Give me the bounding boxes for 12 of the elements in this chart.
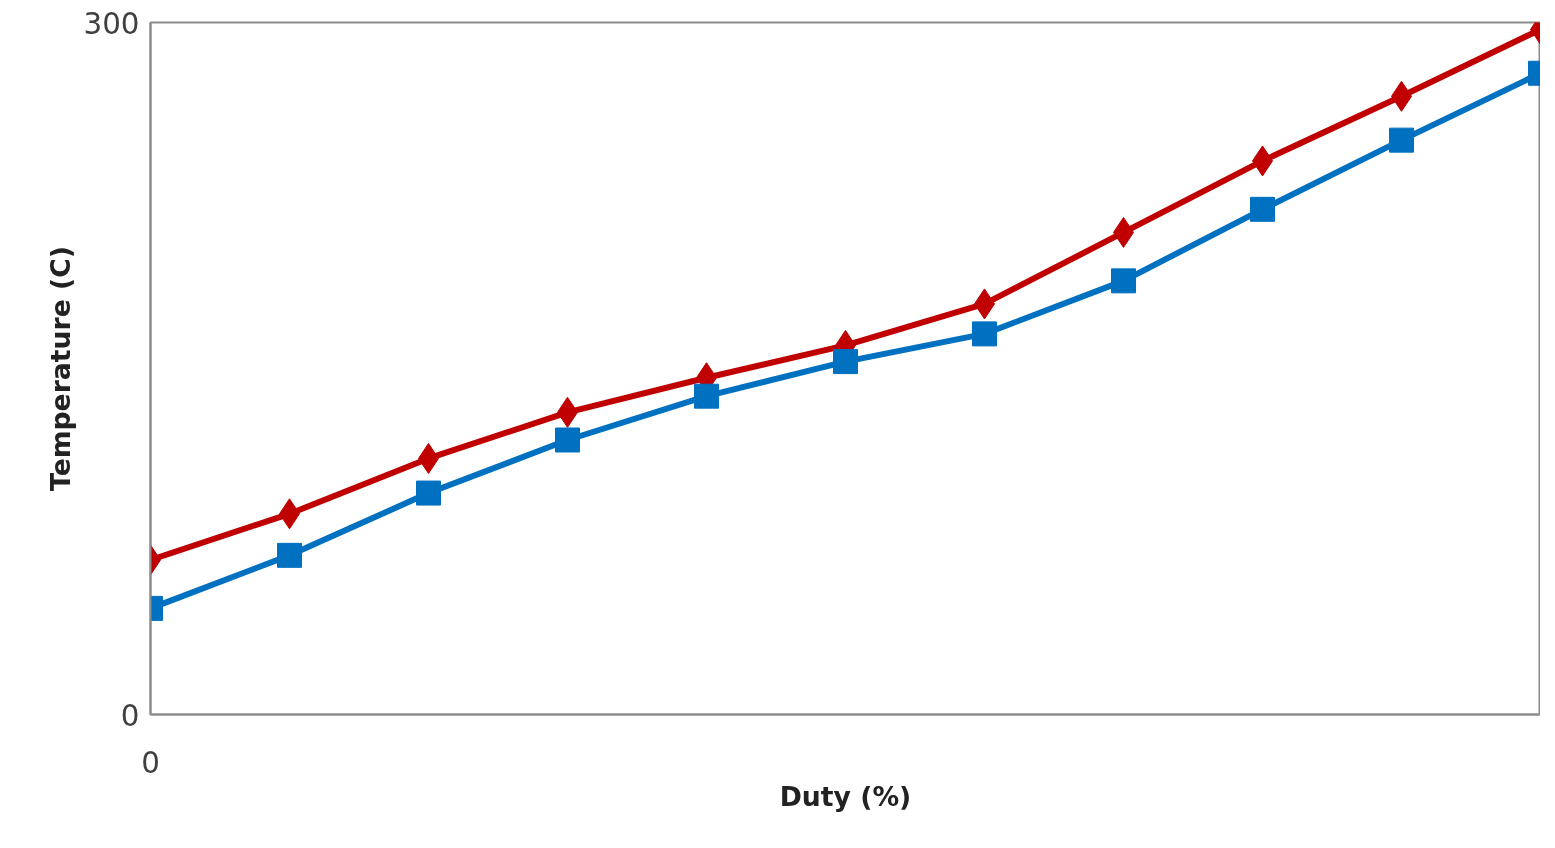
point xyxy=(555,427,580,453)
point xyxy=(833,349,858,375)
point xyxy=(1111,268,1136,294)
y-axis-title: Temperature (C) xyxy=(44,246,76,491)
y-tick-label: 300 xyxy=(83,6,140,41)
x-axis-title: Duty (%) xyxy=(779,780,912,812)
point xyxy=(694,383,719,409)
point xyxy=(1250,196,1275,222)
point xyxy=(416,480,441,506)
point xyxy=(277,542,302,568)
point xyxy=(972,321,997,347)
point xyxy=(1389,127,1414,153)
